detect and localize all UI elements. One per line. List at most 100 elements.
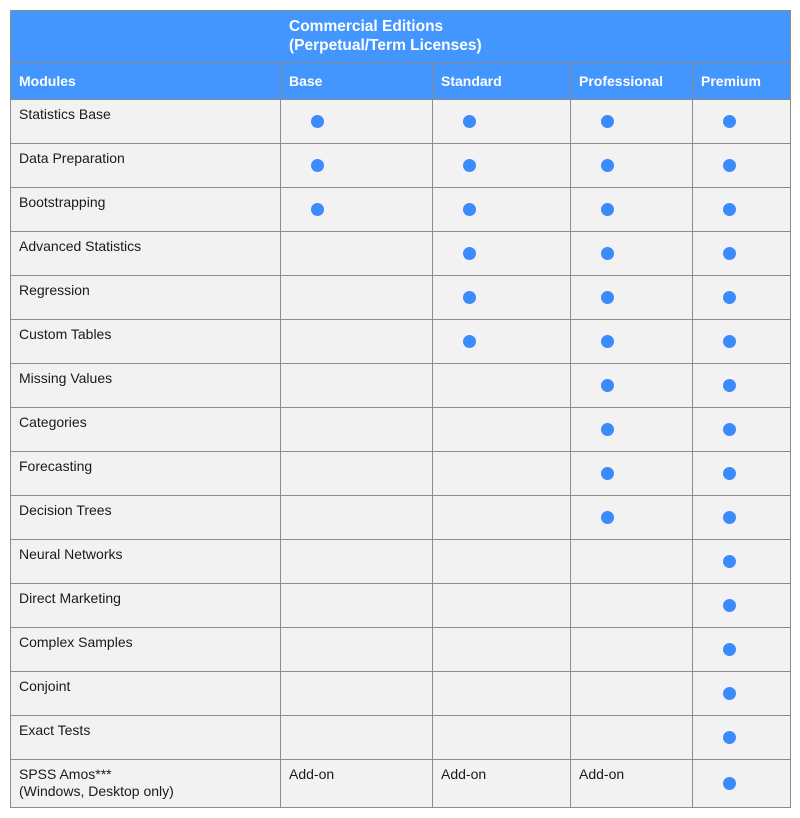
- feature-cell: [693, 671, 791, 715]
- module-label: Missing Values: [11, 363, 281, 407]
- module-label-text: Bootstrapping: [19, 194, 105, 210]
- feature-cell: [281, 539, 433, 583]
- included-dot-icon: [601, 511, 614, 524]
- feature-cell: [571, 495, 693, 539]
- feature-cell: [433, 539, 571, 583]
- feature-cell: [693, 275, 791, 319]
- feature-cell: [571, 143, 693, 187]
- included-dot-icon: [723, 379, 736, 392]
- dot-wrap: [701, 546, 782, 577]
- included-dot-icon: [723, 599, 736, 612]
- module-label-text: Complex Samples: [19, 634, 133, 650]
- included-dot-icon: [723, 731, 736, 744]
- feature-cell: [693, 539, 791, 583]
- module-label: Bootstrapping: [11, 187, 281, 231]
- module-label: Exact Tests: [11, 715, 281, 759]
- included-dot-icon: [463, 335, 476, 348]
- dot-wrap: [289, 194, 424, 225]
- included-dot-icon: [601, 423, 614, 436]
- included-dot-icon: [463, 115, 476, 128]
- dot-wrap: [701, 590, 782, 621]
- included-dot-icon: [601, 379, 614, 392]
- feature-cell: [281, 275, 433, 319]
- feature-cell: [281, 451, 433, 495]
- addon-text: Add-on: [289, 766, 334, 782]
- dot-wrap: [701, 370, 782, 401]
- feature-cell: [281, 407, 433, 451]
- module-label: SPSS Amos***(Windows, Desktop only): [11, 759, 281, 807]
- feature-cell: [693, 627, 791, 671]
- table-header: Commercial Editions (Perpetual/Term Lice…: [11, 11, 791, 100]
- feature-cell: [433, 583, 571, 627]
- dot-wrap: [579, 282, 684, 313]
- dot-wrap: [289, 106, 424, 137]
- dot-wrap: [701, 150, 782, 181]
- module-label-text: Regression: [19, 282, 90, 298]
- dot-wrap: [579, 326, 684, 357]
- header-columns-row: Modules Base Standard Professional Premi…: [11, 62, 791, 99]
- included-dot-icon: [601, 159, 614, 172]
- header-modules: Modules: [11, 62, 281, 99]
- included-dot-icon: [723, 335, 736, 348]
- table-row: Complex Samples: [11, 627, 791, 671]
- dot-wrap: [579, 238, 684, 269]
- feature-cell: [433, 363, 571, 407]
- dot-wrap: [441, 282, 562, 313]
- dot-wrap: [441, 150, 562, 181]
- module-label-text: Categories: [19, 414, 87, 430]
- dot-wrap: [701, 326, 782, 357]
- feature-cell: [433, 275, 571, 319]
- feature-cell: [571, 715, 693, 759]
- dot-wrap: [579, 106, 684, 137]
- module-label-text: Missing Values: [19, 370, 112, 386]
- header-title-line1: Commercial Editions: [289, 18, 443, 35]
- included-dot-icon: [311, 159, 324, 172]
- feature-cell: [571, 363, 693, 407]
- module-label-text: SPSS Amos***: [19, 766, 112, 782]
- included-dot-icon: [463, 247, 476, 260]
- table-row: Conjoint: [11, 671, 791, 715]
- module-label-text: Direct Marketing: [19, 590, 121, 606]
- dot-wrap: [701, 458, 782, 489]
- feature-cell: [693, 187, 791, 231]
- dot-wrap: [441, 238, 562, 269]
- included-dot-icon: [723, 203, 736, 216]
- feature-cell: [433, 671, 571, 715]
- feature-cell: [281, 715, 433, 759]
- included-dot-icon: [311, 203, 324, 216]
- table-row: Statistics Base: [11, 99, 791, 143]
- feature-cell: [571, 407, 693, 451]
- module-label: Neural Networks: [11, 539, 281, 583]
- module-label: Direct Marketing: [11, 583, 281, 627]
- module-label-text: Data Preparation: [19, 150, 125, 166]
- module-label-text: Advanced Statistics: [19, 238, 141, 254]
- included-dot-icon: [463, 291, 476, 304]
- header-col-base: Base: [281, 62, 433, 99]
- header-col-premium: Premium: [693, 62, 791, 99]
- table-row: Bootstrapping: [11, 187, 791, 231]
- dot-wrap: [579, 370, 684, 401]
- feature-cell: [693, 407, 791, 451]
- table-body: Statistics Base Data Preparation Bootstrap…: [11, 99, 791, 807]
- feature-cell: [571, 275, 693, 319]
- feature-cell: [433, 99, 571, 143]
- module-label: Data Preparation: [11, 143, 281, 187]
- feature-cell: [693, 99, 791, 143]
- dot-wrap: [579, 458, 684, 489]
- included-dot-icon: [601, 115, 614, 128]
- table-row: Regression: [11, 275, 791, 319]
- dot-wrap: [701, 766, 782, 801]
- feature-cell: [433, 715, 571, 759]
- included-dot-icon: [601, 291, 614, 304]
- included-dot-icon: [311, 115, 324, 128]
- feature-cell: [281, 143, 433, 187]
- header-blank: [11, 11, 281, 63]
- included-dot-icon: [723, 467, 736, 480]
- feature-cell: Add-on: [281, 759, 433, 807]
- dot-wrap: [579, 414, 684, 445]
- feature-cell: [693, 759, 791, 807]
- dot-wrap: [701, 106, 782, 137]
- included-dot-icon: [723, 687, 736, 700]
- dot-wrap: [441, 326, 562, 357]
- included-dot-icon: [601, 467, 614, 480]
